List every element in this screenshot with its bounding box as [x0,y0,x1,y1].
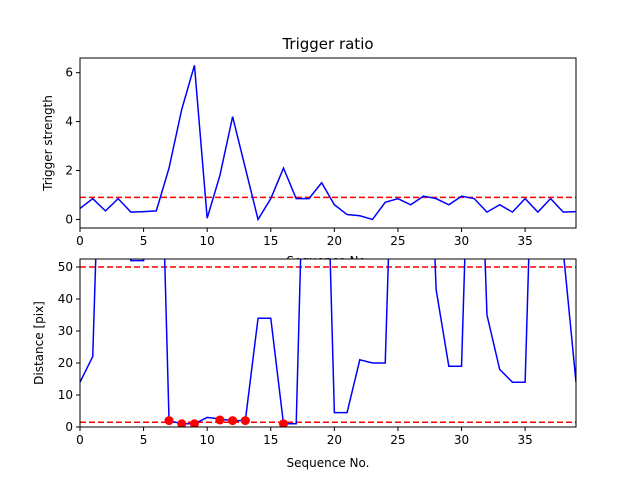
distance-y-tick-label: 30 [58,324,73,338]
distance-y-axis-label: Distance [pix] [32,301,46,385]
distance-y-tick-label: 40 [58,292,73,306]
trigger-ratio-y-ticks: 0 2 4 6 [65,66,80,226]
trigger-ratio-x-tick-label: 10 [200,234,215,248]
distance-marker-point [215,415,225,425]
distance-x-ticks: 0 5 10 15 20 25 30 35 [76,427,533,447]
chart-title: Trigger ratio [281,35,373,53]
distance-y-tick-label: 0 [65,420,73,434]
trigger-ratio-x-tick-label: 25 [390,234,405,248]
trigger-ratio-x-tick-label: 30 [454,234,469,248]
trigger-ratio-x-tick-label: 0 [76,234,84,248]
trigger-ratio-y-tick-label: 0 [65,212,73,226]
distance-plot-area [80,259,576,427]
trigger-ratio-y-tick-label: 2 [65,164,73,178]
distance-x-tick-label: 25 [390,433,405,447]
trigger-ratio-series-line-0 [80,65,576,222]
distance-x-tick-label: 35 [517,433,532,447]
distance-y-tick-label: 10 [58,388,73,402]
distance-marker-point [164,416,174,426]
trigger-ratio-y-tick-label: 6 [65,66,73,80]
distance-x-tick-label: 15 [263,433,278,447]
distance-x-tick-label: 0 [76,433,84,447]
distance-x-tick-label: 20 [327,433,342,447]
trigger-ratio-y-axis-label: Trigger strength [41,95,55,192]
distance-series-line-0 [80,259,576,425]
distance-marker-point [240,416,250,426]
distance-x-tick-label: 30 [454,433,469,447]
distance-axes-frame [79,258,577,428]
distance-x-tick-label: 5 [140,433,148,447]
trigger-ratio-plot-area [80,65,576,222]
distance-y-ticks: 0 10 20 30 40 50 [58,260,80,434]
distance-marker-point [189,419,199,427]
trigger-ratio-x-ticks: 0 5 10 15 20 25 30 35 [76,228,533,248]
distance-x-tick-label: 10 [200,433,215,447]
trigger-ratio-x-tick-label: 15 [263,234,278,248]
trigger-ratio-x-tick-label: 20 [327,234,342,248]
distance-x-axis-label: Sequence No. [287,456,370,470]
distance-y-tick-label: 50 [58,260,73,274]
distance-marker-point [228,416,238,426]
trigger-ratio-x-tick-label: 5 [140,234,148,248]
trigger-ratio-y-tick-label: 4 [65,115,73,129]
distance-marker-point [278,419,288,427]
trigger-ratio-axes-frame [79,57,577,229]
distance-marker-point [177,419,187,427]
distance-y-tick-label: 20 [58,356,73,370]
trigger-ratio-x-tick-label: 35 [517,234,532,248]
distance-axes-background [80,259,576,427]
